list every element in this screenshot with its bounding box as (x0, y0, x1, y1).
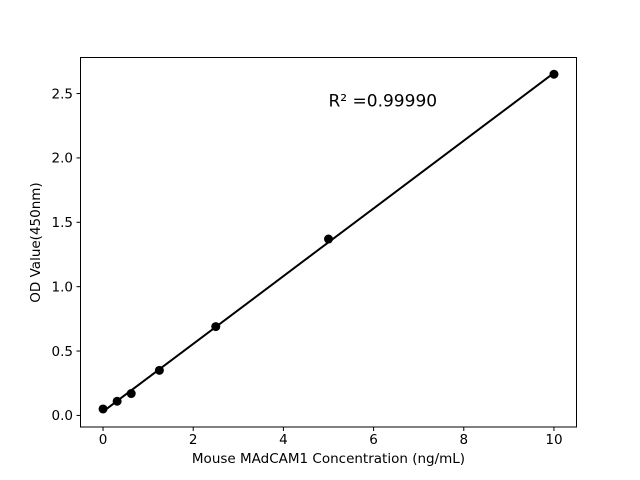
y-axis-label: OD Value(450nm) (28, 182, 44, 302)
y-tick-label: 0.0 (52, 408, 73, 424)
x-tick-label: 8 (459, 432, 468, 448)
x-tick-label: 2 (189, 432, 198, 448)
data-point (549, 69, 559, 79)
data-point (126, 389, 136, 399)
data-point (154, 365, 164, 375)
data-point (324, 234, 333, 244)
y-tick-label: 0.5 (52, 344, 73, 360)
x-axis-label: Mouse MAdCAM1 Concentration (ng/mL) (192, 451, 465, 467)
data-point (112, 396, 122, 406)
data-point (211, 322, 221, 332)
data-point (98, 404, 108, 414)
plot-area: 0 2 4 6 8 10 0.0 0.5 1.0 1.5 2.0 2.5 (52, 57, 577, 448)
x-tick-label: 0 (99, 432, 108, 448)
y-tick-label: 2.5 (52, 86, 73, 102)
plot-border (80, 57, 577, 428)
x-tick-label: 6 (369, 432, 378, 448)
r-squared-annotation: R² =0.99990 (329, 91, 438, 111)
y-tick-label: 1.0 (52, 279, 73, 295)
x-tick-label: 4 (279, 432, 288, 448)
y-tick-label: 2.0 (52, 151, 73, 167)
x-tick-label: 10 (545, 432, 562, 448)
y-tick-label: 1.5 (52, 215, 73, 231)
